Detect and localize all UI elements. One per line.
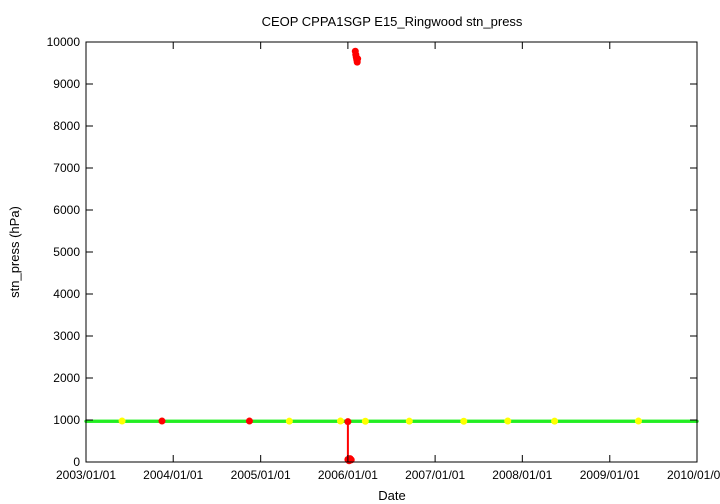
x-tick-label: 2006/01/01	[318, 468, 378, 482]
y-tick-label: 3000	[53, 329, 80, 343]
data-layer	[84, 47, 699, 465]
y-tick-label: 7000	[53, 161, 80, 175]
plot-frame	[85, 41, 698, 463]
x-tick-label: 2009/01/01	[580, 468, 640, 482]
x-tick-label: 2008/01/01	[492, 468, 552, 482]
y-tick-label: 6000	[53, 203, 80, 217]
data-point	[361, 417, 369, 425]
x-axis-label: Date	[378, 488, 405, 503]
y-tick-label: 8000	[53, 119, 80, 133]
data-point	[336, 417, 344, 425]
y-tick-label: 10000	[47, 35, 81, 49]
data-band	[86, 419, 697, 423]
data-point	[634, 417, 642, 425]
data-point	[245, 417, 253, 425]
y-tick-label: 5000	[53, 245, 80, 259]
y-tick-label: 1000	[53, 413, 80, 427]
y-tick-label: 4000	[53, 287, 80, 301]
y-tick-label: 0	[73, 455, 80, 469]
data-point	[285, 417, 293, 425]
data-point	[460, 417, 468, 425]
data-point	[405, 417, 413, 425]
x-tick-label: 2010/01/01	[667, 468, 720, 482]
axis-ticks: 2003/01/01 2004/01/01 2005/01/01 2006/01/01…	[47, 35, 720, 482]
x-tick-label: 2004/01/01	[143, 468, 203, 482]
data-point	[551, 417, 559, 425]
y-tick-label: 2000	[53, 371, 80, 385]
chart-title: CEOP CPPA1SGP E15_Ringwood stn_press	[262, 14, 523, 29]
x-tick-label: 2003/01/01	[56, 468, 116, 482]
data-point	[118, 417, 126, 425]
x-tick-label: 2005/01/01	[231, 468, 291, 482]
data-point	[158, 417, 166, 425]
data-point	[354, 55, 362, 63]
y-tick-label: 9000	[53, 77, 80, 91]
x-tick-label: 2007/01/01	[405, 468, 465, 482]
y-axis-label: stn_press (hPa)	[7, 206, 22, 298]
data-point	[504, 417, 512, 425]
